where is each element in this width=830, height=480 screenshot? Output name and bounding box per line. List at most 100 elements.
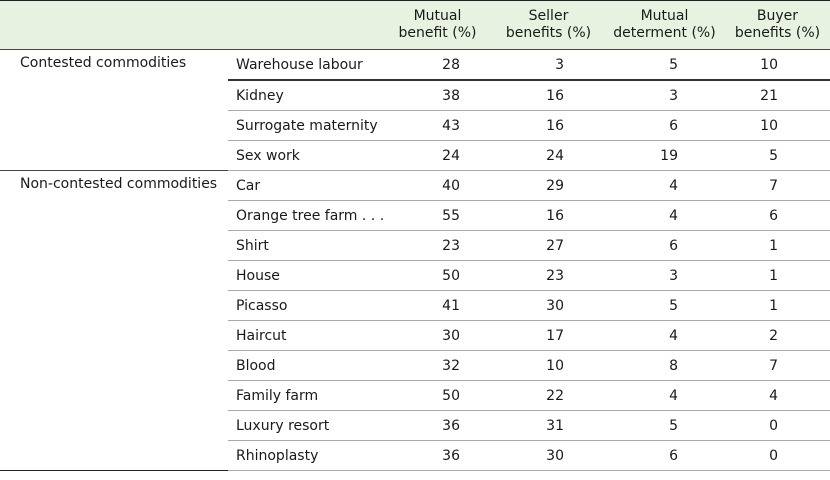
seller-benefits-value: 29	[493, 170, 604, 201]
mutual-benefit-value: 38	[382, 80, 493, 111]
seller-benefits-value: 10	[493, 350, 604, 381]
header-mutual-determent: Mutual determent (%)	[604, 0, 725, 50]
buyer-benefits-value: 0	[725, 410, 830, 441]
buyer-benefits-value: 6	[725, 200, 830, 231]
mutual-determent-value: 3	[604, 260, 725, 291]
mutual-determent-value: 6	[604, 110, 725, 141]
table-row: Shirt 23 27 6 1	[0, 230, 830, 261]
seller-benefits-value: 22	[493, 380, 604, 411]
mutual-determent-value: 3	[604, 80, 725, 111]
header-mutual-determent-line2: determent (%)	[613, 25, 716, 41]
seller-benefits-value: 16	[493, 200, 604, 231]
header-mutual-benefit: Mutual benefit (%)	[382, 0, 493, 50]
buyer-benefits-value: 7	[725, 350, 830, 381]
seller-benefits-value: 3	[493, 49, 604, 81]
seller-benefits-value: 30	[493, 440, 604, 471]
mutual-benefit-value: 40	[382, 170, 493, 201]
table-row: Haircut 30 17 4 2	[0, 320, 830, 351]
buyer-benefits-value: 4	[725, 380, 830, 411]
group-label: Contested commodities	[0, 49, 228, 171]
table-row: House 50 23 3 1	[0, 260, 830, 291]
table-row: Kidney 38 16 3 21	[0, 80, 830, 111]
item-name: Warehouse labour	[228, 49, 382, 81]
item-name: Surrogate maternity	[228, 110, 382, 141]
item-name: Family farm	[228, 380, 382, 411]
seller-benefits-value: 16	[493, 110, 604, 141]
table-row: Picasso 41 30 5 1	[0, 290, 830, 321]
header-buyer-benefits-line1: Buyer	[756, 8, 799, 24]
item-name: Blood	[228, 350, 382, 381]
mutual-benefit-value: 23	[382, 230, 493, 261]
header-mutual-benefit-line1: Mutual	[413, 8, 462, 24]
table-header: Mutual benefit (%) Seller benefits (%) M…	[0, 0, 830, 50]
item-name: Sex work	[228, 140, 382, 171]
table-row: Rhinoplasty 36 30 6 0	[0, 440, 830, 471]
buyer-benefits-value: 1	[725, 290, 830, 321]
mutual-determent-value: 19	[604, 140, 725, 171]
table-row: Contested commodities Warehouse labour 28 3…	[0, 49, 830, 171]
mutual-benefit-value: 50	[382, 380, 493, 411]
header-buyer-benefits: Buyer benefits (%)	[725, 0, 830, 50]
mutual-benefit-value: 43	[382, 110, 493, 141]
mutual-determent-value: 4	[604, 200, 725, 231]
header-mutual-determent-line1: Mutual	[640, 8, 689, 24]
buyer-benefits-value: 0	[725, 440, 830, 471]
table-row: Non-contested commodities Car 40 29 4 7	[0, 170, 830, 471]
mutual-benefit-value: 24	[382, 140, 493, 171]
group-label: Non-contested commodities	[0, 170, 228, 471]
item-name: Kidney	[228, 80, 382, 111]
mutual-benefit-value: 55	[382, 200, 493, 231]
table-row: Luxury resort 36 31 5 0	[0, 410, 830, 441]
buyer-benefits-value: 2	[725, 320, 830, 351]
header-category	[0, 0, 228, 50]
header-item	[228, 0, 382, 50]
buyer-benefits-value: 21	[725, 80, 830, 111]
buyer-benefits-value: 7	[725, 170, 830, 201]
table-row: Blood 32 10 8 7	[0, 350, 830, 381]
mutual-benefit-value: 32	[382, 350, 493, 381]
mutual-benefit-value: 36	[382, 440, 493, 471]
table-row: Family farm 50 22 4 4	[0, 380, 830, 411]
mutual-determent-value: 5	[604, 410, 725, 441]
buyer-benefits-value: 10	[725, 110, 830, 141]
table-body: Contested commodities Warehouse labour 28 3…	[0, 49, 830, 471]
seller-benefits-value: 23	[493, 260, 604, 291]
item-name: Car	[228, 170, 382, 201]
item-name: Luxury resort	[228, 410, 382, 441]
buyer-benefits-value: 1	[725, 260, 830, 291]
item-name: Rhinoplasty	[228, 440, 382, 471]
buyer-benefits-value: 10	[725, 49, 830, 81]
mutual-determent-value: 8	[604, 350, 725, 381]
mutual-determent-value: 5	[604, 290, 725, 321]
mutual-benefit-value: 30	[382, 320, 493, 351]
item-name: Picasso	[228, 290, 382, 321]
header-seller-benefits-line2: benefits (%)	[505, 25, 592, 41]
mutual-benefit-value: 50	[382, 260, 493, 291]
item-name: Shirt	[228, 230, 382, 261]
mutual-determent-value: 4	[604, 320, 725, 351]
table-row: Orange tree farm . . . 55 16 4 6	[0, 200, 830, 231]
buyer-benefits-value: 1	[725, 230, 830, 261]
table-row: Surrogate maternity 43 16 6 10	[0, 110, 830, 141]
seller-benefits-value: 24	[493, 140, 604, 171]
mutual-determent-value: 6	[604, 440, 725, 471]
mutual-determent-value: 6	[604, 230, 725, 261]
item-name: Haircut	[228, 320, 382, 351]
seller-benefits-value: 27	[493, 230, 604, 261]
header-buyer-benefits-line2: benefits (%)	[734, 25, 821, 41]
table-row: Sex work 24 24 19 5	[0, 140, 830, 171]
mutual-determent-value: 4	[604, 170, 725, 201]
mutual-determent-value: 4	[604, 380, 725, 411]
mutual-benefit-value: 28	[382, 49, 493, 81]
item-name: Orange tree farm . . .	[228, 200, 384, 231]
mutual-determent-value: 5	[604, 49, 725, 81]
item-name: House	[228, 260, 382, 291]
seller-benefits-value: 30	[493, 290, 604, 321]
seller-benefits-value: 31	[493, 410, 604, 441]
seller-benefits-value: 16	[493, 80, 604, 111]
buyer-benefits-value: 5	[725, 140, 830, 171]
header-seller-benefits: Seller benefits (%)	[493, 0, 604, 50]
mutual-benefit-value: 36	[382, 410, 493, 441]
header-seller-benefits-line1: Seller	[528, 8, 569, 24]
